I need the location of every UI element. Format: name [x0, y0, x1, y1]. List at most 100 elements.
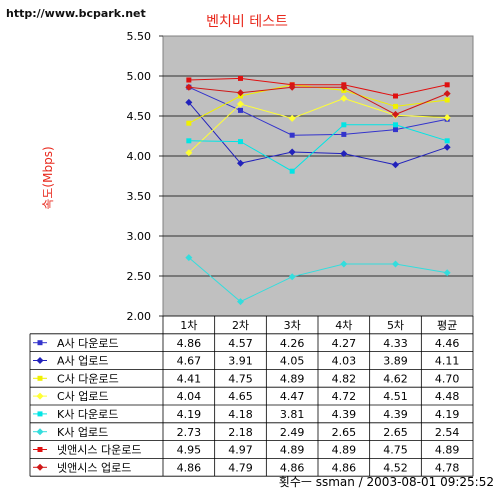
data-point: [443, 114, 451, 122]
series-name: C사 업로드: [57, 390, 109, 403]
data-point: [186, 120, 192, 126]
data-label: 4.47: [280, 390, 305, 403]
data-point: [444, 82, 450, 88]
data-label: 4.75: [228, 372, 253, 385]
data-label: 2.54: [435, 426, 460, 439]
data-point: [289, 168, 295, 174]
data-label: 3.89: [383, 355, 408, 368]
data-point: [341, 131, 347, 137]
data-label: 2.49: [280, 426, 305, 439]
data-label: 4.11: [435, 355, 460, 368]
data-label: 4.62: [383, 372, 408, 385]
series-line: [188, 257, 448, 303]
data-label: 4.26: [280, 337, 305, 350]
y-tick-label: 2.50: [127, 270, 152, 283]
data-point: [238, 107, 243, 113]
y-tick-label: 3.50: [127, 190, 152, 203]
data-label: 4.82: [332, 372, 357, 385]
data-label: 3.81: [280, 408, 305, 421]
data-label: 2.18: [228, 426, 253, 439]
data-point: [237, 298, 244, 306]
plot-background: [162, 35, 474, 317]
data-point: [237, 89, 244, 97]
series-name: K사 다운로드: [57, 408, 118, 421]
data-label: 3.91: [228, 355, 253, 368]
data-label: 4.33: [383, 337, 408, 350]
x-category-label: 2차: [232, 319, 249, 332]
data-label: 4.39: [332, 408, 357, 421]
y-tick-label: 5.50: [127, 30, 152, 43]
series-name: A사 업로드: [57, 355, 109, 368]
x-category-label: 평균: [437, 319, 457, 332]
data-label: 4.72: [332, 390, 357, 403]
series-line: [188, 124, 448, 172]
data-point: [185, 83, 193, 91]
data-point: [288, 273, 296, 281]
data-point: [392, 110, 399, 118]
data-point: [238, 75, 243, 81]
y-tick-label: 3.00: [127, 230, 152, 243]
data-label: 4.27: [332, 337, 357, 350]
series-name: K사 업로드: [57, 426, 108, 439]
data-table: 1차 2차 3차 4차 5차 평균 A사 다운로드 4.86 4.57 4.26 4.27 4.33 4…: [29, 315, 474, 477]
data-label: 4.86: [177, 337, 202, 350]
data-point: [185, 98, 193, 106]
data-point: [186, 138, 192, 144]
legend-key-marker: [36, 428, 44, 436]
data-point: [392, 260, 399, 268]
data-label: 4.70: [435, 372, 460, 385]
data-point: [393, 103, 398, 109]
data-point: [443, 269, 451, 277]
data-label: 4.89: [332, 444, 357, 457]
data-point: [340, 83, 348, 91]
data-label: 2.65: [383, 426, 408, 439]
x-category-label: 5차: [387, 319, 404, 332]
data-label: 4.65: [228, 390, 253, 403]
data-label: 4.48: [435, 390, 460, 403]
data-label: 4.19: [435, 408, 460, 421]
data-label: 4.97: [228, 444, 253, 457]
legend-key-marker: [37, 447, 43, 452]
data-point: [237, 159, 244, 167]
data-label: 4.86: [332, 461, 357, 474]
legend-key-marker: [36, 357, 44, 364]
footer-timestamp: 횟수ㅡ ssman / 2003-08-01 09:25:52: [279, 475, 494, 489]
y-tick-label: 5.00: [127, 70, 152, 83]
data-label: 4.89: [435, 444, 460, 457]
data-point: [443, 90, 451, 98]
series-name: A사 다운로드: [57, 337, 119, 350]
data-label: 4.51: [383, 390, 408, 403]
data-label: 4.67: [177, 355, 202, 368]
data-point: [393, 93, 398, 99]
plot-area: 2.00 2.50 3.00 3.50 4.00 4.50 5.00 5.50: [127, 30, 474, 323]
data-label: 4.95: [177, 444, 202, 457]
data-label: 4.89: [280, 372, 305, 385]
data-label: 2.73: [177, 426, 202, 439]
data-point: [443, 143, 451, 151]
data-label: 4.75: [383, 444, 408, 457]
data-label: 4.05: [280, 355, 305, 368]
data-label: 4.39: [383, 408, 408, 421]
series-line: [188, 77, 448, 97]
y-tick-label: 2.00: [127, 310, 152, 323]
legend-key-marker: [36, 392, 44, 400]
y-tick-label: 4.00: [127, 150, 152, 163]
data-point: [393, 122, 398, 128]
x-category-label: 4차: [335, 319, 352, 332]
data-label: 4.03: [332, 355, 357, 368]
data-point: [289, 132, 295, 138]
legend-key-marker: [36, 463, 44, 471]
series-line: [188, 102, 448, 166]
chart-title: 벤치비 테스트: [206, 14, 288, 30]
data-point: [393, 127, 398, 133]
data-label: 4.79: [228, 461, 253, 474]
data-label: 4.89: [280, 444, 305, 457]
data-point: [238, 139, 243, 145]
series-name: 넷앤시스 다운로드: [57, 444, 141, 457]
data-label: 2.65: [332, 426, 357, 439]
series-line: [188, 86, 448, 115]
data-label: 4.78: [435, 461, 460, 474]
data-label: 4.52: [383, 461, 408, 474]
data-label: 4.86: [280, 461, 305, 474]
data-point: [185, 149, 193, 157]
